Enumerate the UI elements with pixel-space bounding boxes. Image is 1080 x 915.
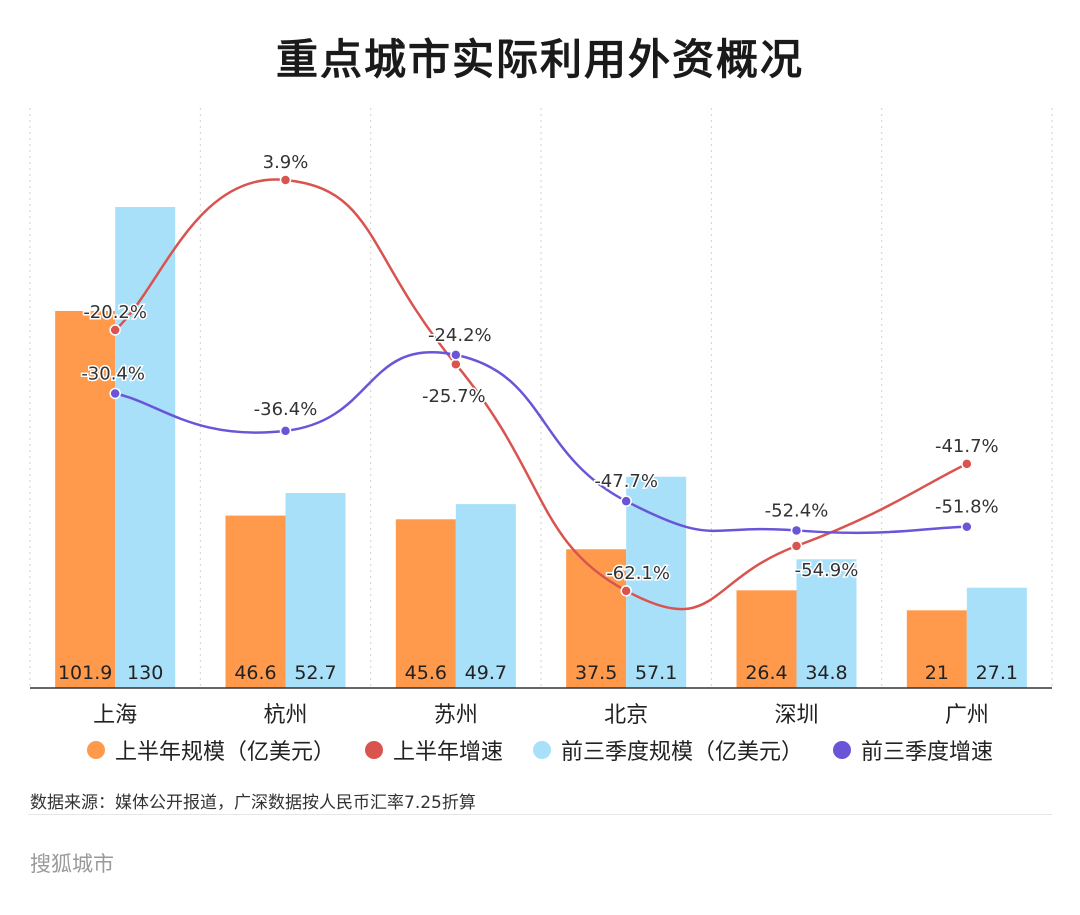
bar-value-label: 49.7 xyxy=(465,662,507,684)
bar-h1 xyxy=(225,515,286,688)
chart-area: 101.9 46.6 45.6 37.5 26.4 21 130 52.7 49.7 57.1 34… xyxy=(29,108,1053,728)
bar-value-label: 45.6 xyxy=(405,662,447,684)
legend: 上半年规模（亿美元） 上半年增速 前三季度规模（亿美元） 前三季度增速 xyxy=(0,734,1080,766)
legend-swatch-q3-growth xyxy=(833,741,852,759)
category-label: 广州 xyxy=(945,703,989,728)
line-q3-growth xyxy=(114,351,967,535)
legend-item-q3-growth[interactable]: 前三季度增速 xyxy=(833,734,993,766)
legend-label-q3-scale: 前三季度规模（亿美元） xyxy=(561,740,804,765)
bar-value-label: 57.1 xyxy=(635,662,677,684)
category-label: 深圳 xyxy=(774,703,818,728)
point-q3-growth xyxy=(109,387,121,400)
bar-h1 xyxy=(55,310,116,688)
bar-h1 xyxy=(736,590,797,688)
bar-h1 xyxy=(395,519,456,688)
point-h1-growth xyxy=(790,540,803,552)
point-h1-growth xyxy=(961,458,973,470)
bar-q3 xyxy=(115,207,176,688)
bar-value-label: 27.1 xyxy=(976,662,1018,684)
category-label: 北京 xyxy=(604,703,648,728)
growth-label: -36.4% xyxy=(254,399,318,420)
legend-item-h1-growth[interactable]: 上半年增速 xyxy=(364,734,503,766)
growth-label: -20.2% xyxy=(83,302,147,323)
growth-label: -41.7% xyxy=(935,436,999,457)
legend-swatch-h1-scale xyxy=(86,741,105,759)
legend-swatch-h1-growth xyxy=(364,741,383,759)
legend-swatch-q3-scale xyxy=(533,741,551,759)
legend-label-h1-scale: 上半年规模（亿美元） xyxy=(114,740,335,765)
divider xyxy=(28,814,1052,815)
category-label: 上海 xyxy=(93,703,137,728)
point-h1-growth xyxy=(109,324,121,336)
growth-label: -25.7% xyxy=(422,386,486,407)
bar-value-label: 101.9 xyxy=(58,662,112,684)
bar-value-label: 37.5 xyxy=(575,662,617,684)
source-note: 数据来源：媒体公开报道，广深数据按人民币汇率7.25折算 xyxy=(30,793,476,813)
legend-label-h1-growth: 上半年增速 xyxy=(392,740,503,765)
point-q3-growth xyxy=(450,349,462,361)
bar-q3 xyxy=(455,504,516,688)
brand-label: 搜狐城市 xyxy=(30,852,114,876)
bar-q3 xyxy=(796,559,857,688)
legend-label-q3-growth: 前三季度增速 xyxy=(861,740,994,765)
bar-value-label: 46.6 xyxy=(234,662,276,684)
growth-label: -30.4% xyxy=(81,363,145,384)
bar-q3 xyxy=(626,476,687,688)
legend-item-q3-scale[interactable]: 前三季度规模（亿美元） xyxy=(533,734,803,766)
bar-value-label: 34.8 xyxy=(805,662,847,684)
growth-label: -24.2% xyxy=(428,325,492,346)
point-q3-growth xyxy=(279,425,292,437)
growth-label: -51.8% xyxy=(935,497,999,518)
bar-value-label: 26.4 xyxy=(745,662,787,684)
bar-h1 xyxy=(906,610,967,688)
growth-label: -62.1% xyxy=(606,563,670,584)
legend-item-h1-scale[interactable]: 上半年规模（亿美元） xyxy=(86,734,335,766)
point-h1-growth xyxy=(450,358,462,370)
point-h1-growth xyxy=(620,585,632,597)
growth-label: -54.9% xyxy=(795,560,859,581)
bar-value-label: 52.7 xyxy=(294,662,336,684)
bar-value-label: 21 xyxy=(925,662,949,684)
bar-value-label: 130 xyxy=(127,662,163,684)
point-q3-growth xyxy=(790,524,803,537)
chart-title: 重点城市实际利用外资概况 xyxy=(275,35,804,84)
point-q3-growth xyxy=(961,520,973,533)
category-label: 杭州 xyxy=(263,703,307,728)
growth-label: -52.4% xyxy=(765,500,829,521)
category-label: 苏州 xyxy=(434,703,478,728)
point-q3-growth xyxy=(620,495,632,507)
growth-label: 3.9% xyxy=(263,152,309,173)
bar-q3 xyxy=(285,493,346,688)
point-h1-growth xyxy=(279,174,292,186)
growth-label: -47.7% xyxy=(594,471,658,492)
bar-q3 xyxy=(966,587,1027,688)
